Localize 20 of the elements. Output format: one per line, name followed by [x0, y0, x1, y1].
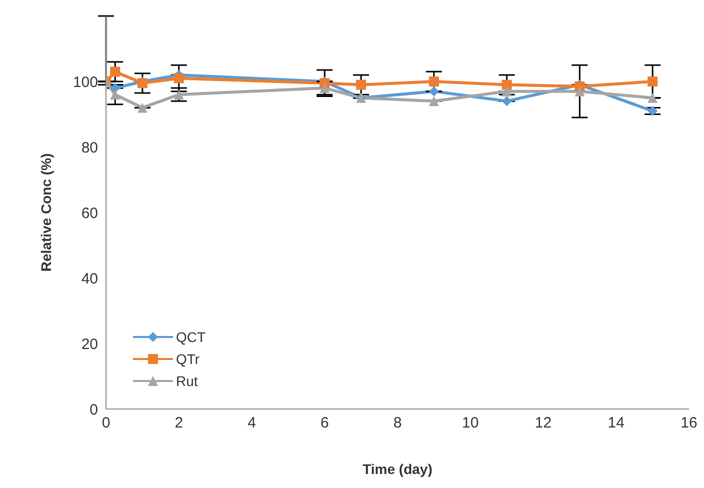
legend-label: QCT: [176, 329, 206, 345]
x-tick-label: 16: [680, 414, 698, 432]
x-tick-label: 6: [320, 414, 329, 432]
legend-label: Rut: [176, 373, 198, 389]
y-axis-title: Relative Conc (%): [38, 153, 54, 272]
y-tick-label: 40: [81, 270, 98, 288]
y-tick-label: 100: [72, 74, 98, 91]
x-tick-label: 0: [102, 414, 110, 432]
y-tick-label: 20: [81, 336, 98, 353]
y-tick-label: 0: [90, 401, 98, 418]
x-tick-label: 12: [534, 414, 552, 432]
x-axis-title: Time (day): [362, 460, 432, 477]
legend-label: QTr: [176, 351, 200, 367]
x-tick-label: 4: [248, 414, 256, 432]
y-tick-label: 60: [81, 204, 98, 222]
x-tick-label: 2: [174, 414, 184, 432]
x-tick-label: 8: [393, 414, 402, 432]
x-tick-label: 10: [462, 414, 479, 432]
x-tick-label: 14: [608, 414, 624, 432]
y-tick-label: 80: [81, 139, 98, 156]
